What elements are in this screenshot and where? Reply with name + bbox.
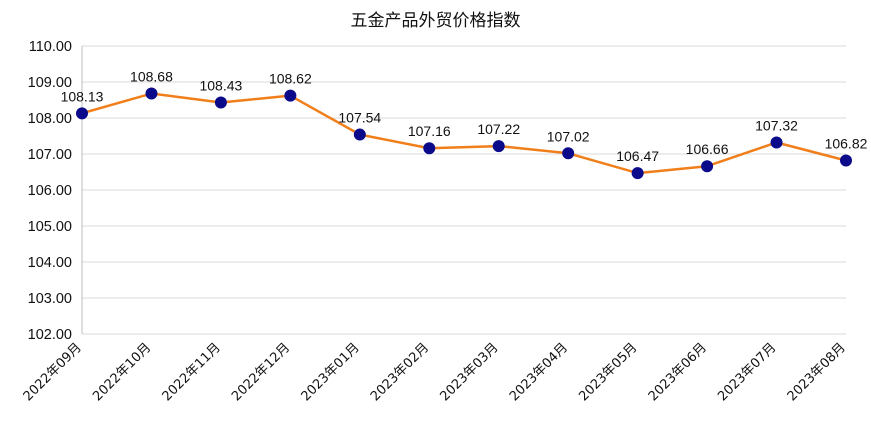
x-tick-label: 2022年11月 xyxy=(160,340,224,404)
data-point xyxy=(353,128,366,141)
data-point xyxy=(76,107,88,120)
data-label: 108.68 xyxy=(130,69,173,85)
x-tick-label: 2023年02月 xyxy=(368,340,432,404)
data-point xyxy=(145,87,158,100)
y-tick-label: 105.00 xyxy=(28,219,72,235)
y-tick-label: 104.00 xyxy=(28,255,72,271)
data-label: 107.02 xyxy=(547,128,590,144)
y-tick-label: 110.00 xyxy=(29,39,72,55)
x-tick-label: 2023年06月 xyxy=(646,340,710,404)
x-tick-label: 2023年07月 xyxy=(715,340,779,404)
data-label: 106.82 xyxy=(825,135,868,151)
y-tick-label: 102.00 xyxy=(28,327,72,343)
data-point xyxy=(423,142,436,155)
data-point xyxy=(284,89,297,102)
x-tick-label: 2022年12月 xyxy=(229,340,293,404)
data-label: 108.43 xyxy=(199,78,242,94)
data-label: 106.47 xyxy=(616,148,659,164)
data-point xyxy=(770,136,783,149)
data-point xyxy=(631,167,644,180)
x-tick-label: 2023年03月 xyxy=(437,340,501,404)
series-line xyxy=(81,92,847,175)
x-tick-label: 2023年08月 xyxy=(785,340,849,404)
data-label: 108.13 xyxy=(61,88,104,104)
data-point xyxy=(840,154,852,167)
data-label: 106.66 xyxy=(686,141,729,157)
y-tick-label: 108.00 xyxy=(28,111,72,127)
y-tick-label: 107.00 xyxy=(28,147,72,163)
data-point xyxy=(562,147,575,160)
data-label: 107.54 xyxy=(338,110,381,126)
data-point xyxy=(701,160,714,173)
data-label: 108.62 xyxy=(269,71,312,87)
y-tick-label: 106.00 xyxy=(28,183,72,199)
x-tick-label: 2023年04月 xyxy=(507,340,571,404)
data-point xyxy=(214,96,227,109)
y-tick-label: 103.00 xyxy=(28,291,72,307)
data-label: 107.16 xyxy=(408,123,451,139)
data-point xyxy=(492,140,505,153)
data-label: 107.32 xyxy=(755,117,798,133)
x-tick-label: 2022年10月 xyxy=(90,340,154,404)
x-tick-label: 2022年09月 xyxy=(21,340,85,404)
y-tick-label: 109.00 xyxy=(28,75,72,91)
data-label: 107.22 xyxy=(477,121,520,137)
chart-title: 五金产品外贸价格指数 xyxy=(350,11,521,31)
x-tick-label: 2023年01月 xyxy=(299,340,363,404)
x-tick-label: 2023年05月 xyxy=(576,340,640,404)
